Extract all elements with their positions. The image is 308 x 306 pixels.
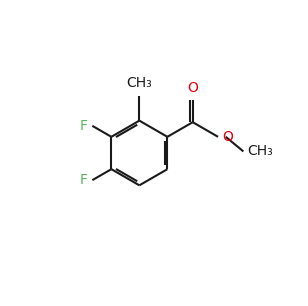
Text: F: F [80,173,88,187]
Text: F: F [80,119,88,133]
Text: CH₃: CH₃ [247,144,273,159]
Text: O: O [187,81,198,95]
Text: O: O [222,130,233,144]
Text: CH₃: CH₃ [127,76,152,90]
